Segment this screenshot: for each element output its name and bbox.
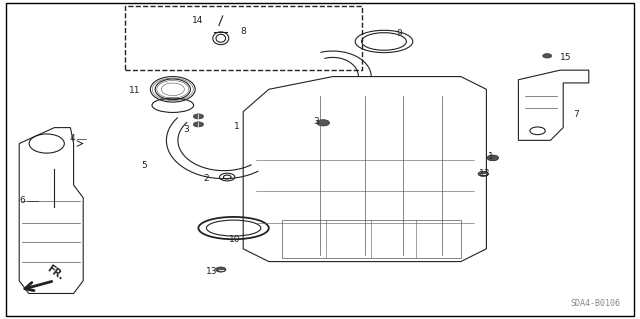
Text: 13: 13 bbox=[206, 267, 218, 276]
Text: 2: 2 bbox=[204, 174, 209, 183]
Text: 9: 9 bbox=[397, 29, 403, 38]
Bar bbox=[282, 220, 461, 258]
Text: 14: 14 bbox=[192, 16, 204, 25]
Circle shape bbox=[543, 54, 552, 58]
Text: 11: 11 bbox=[129, 86, 141, 95]
Bar bbox=[125, 6, 362, 70]
Circle shape bbox=[193, 114, 204, 119]
Text: SDA4-B0106: SDA4-B0106 bbox=[571, 299, 621, 308]
Text: FR.: FR. bbox=[45, 264, 65, 282]
Text: 7: 7 bbox=[573, 110, 579, 119]
Text: 3: 3 bbox=[183, 125, 189, 134]
Text: 5: 5 bbox=[141, 161, 147, 170]
Text: 13: 13 bbox=[479, 169, 490, 178]
Text: 6: 6 bbox=[20, 197, 26, 205]
Text: 3: 3 bbox=[314, 117, 319, 126]
Circle shape bbox=[487, 155, 499, 161]
Circle shape bbox=[216, 267, 226, 272]
Text: 8: 8 bbox=[240, 27, 246, 36]
Text: 1: 1 bbox=[234, 122, 240, 130]
Text: 15: 15 bbox=[560, 53, 572, 62]
Text: 10: 10 bbox=[229, 235, 241, 244]
Circle shape bbox=[317, 120, 330, 126]
Circle shape bbox=[193, 122, 204, 127]
Text: 4: 4 bbox=[70, 134, 76, 143]
Text: 1: 1 bbox=[488, 152, 494, 161]
Circle shape bbox=[478, 171, 488, 176]
